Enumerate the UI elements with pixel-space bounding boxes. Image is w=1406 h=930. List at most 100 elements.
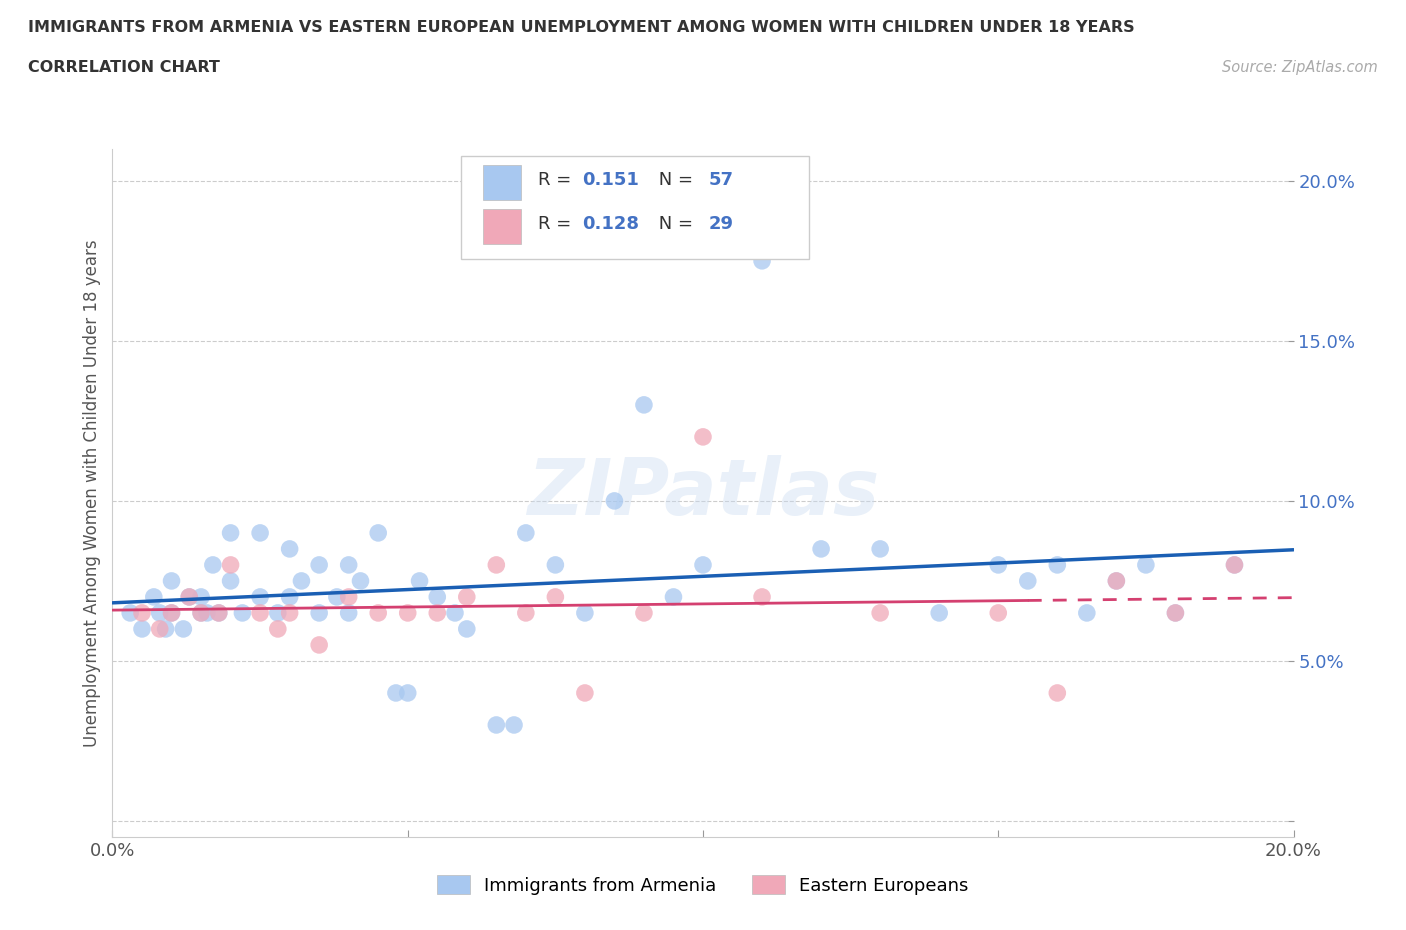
Point: [751, 253, 773, 268]
Point: [1046, 557, 1069, 572]
Point: [574, 685, 596, 700]
Y-axis label: Unemployment Among Women with Children Under 18 years: Unemployment Among Women with Children U…: [83, 239, 101, 747]
Point: [485, 718, 508, 733]
Point: [385, 685, 408, 700]
Point: [337, 590, 360, 604]
Point: [337, 605, 360, 620]
Point: [267, 605, 290, 620]
Point: [396, 605, 419, 620]
Text: R =: R =: [537, 171, 576, 189]
Text: N =: N =: [654, 215, 699, 233]
Point: [544, 590, 567, 604]
Point: [326, 590, 349, 604]
Point: [201, 557, 224, 572]
Point: [1135, 557, 1157, 572]
Point: [278, 590, 301, 604]
Point: [444, 605, 467, 620]
Point: [456, 621, 478, 636]
Text: N =: N =: [654, 171, 699, 189]
Point: [574, 605, 596, 620]
Point: [633, 605, 655, 620]
Point: [426, 590, 449, 604]
FancyBboxPatch shape: [484, 209, 522, 244]
Point: [155, 621, 177, 636]
Point: [160, 574, 183, 589]
Point: [267, 621, 290, 636]
Point: [120, 605, 142, 620]
Point: [1046, 685, 1069, 700]
Text: Source: ZipAtlas.com: Source: ZipAtlas.com: [1222, 60, 1378, 75]
Point: [249, 605, 271, 620]
Point: [149, 605, 172, 620]
Point: [1076, 605, 1098, 620]
Point: [515, 605, 537, 620]
Point: [408, 574, 430, 589]
Point: [869, 541, 891, 556]
Point: [503, 718, 526, 733]
Point: [149, 621, 172, 636]
Point: [172, 621, 194, 636]
Point: [515, 525, 537, 540]
FancyBboxPatch shape: [461, 155, 810, 259]
Point: [869, 605, 891, 620]
Point: [810, 541, 832, 556]
Point: [426, 605, 449, 620]
Point: [219, 574, 242, 589]
Legend: Immigrants from Armenia, Eastern Europeans: Immigrants from Armenia, Eastern Europea…: [429, 866, 977, 904]
Point: [308, 637, 330, 652]
Point: [231, 605, 253, 620]
Point: [337, 557, 360, 572]
Point: [1105, 574, 1128, 589]
Point: [190, 605, 212, 620]
Point: [160, 605, 183, 620]
Point: [308, 557, 330, 572]
Text: 0.151: 0.151: [582, 171, 640, 189]
Point: [208, 605, 231, 620]
Point: [190, 605, 212, 620]
Point: [195, 605, 218, 620]
Point: [456, 590, 478, 604]
Point: [367, 525, 389, 540]
Text: 0.128: 0.128: [582, 215, 640, 233]
Point: [987, 557, 1010, 572]
Point: [1164, 605, 1187, 620]
Point: [1223, 557, 1246, 572]
Text: 29: 29: [709, 215, 734, 233]
Point: [278, 605, 301, 620]
Point: [219, 557, 242, 572]
Point: [278, 541, 301, 556]
Point: [485, 557, 508, 572]
Point: [349, 574, 371, 589]
Point: [1223, 557, 1246, 572]
Text: CORRELATION CHART: CORRELATION CHART: [28, 60, 219, 75]
Point: [142, 590, 165, 604]
Point: [751, 590, 773, 604]
Point: [208, 605, 231, 620]
Point: [131, 621, 153, 636]
FancyBboxPatch shape: [484, 166, 522, 200]
Point: [249, 590, 271, 604]
Point: [603, 494, 626, 509]
Point: [987, 605, 1010, 620]
Point: [544, 557, 567, 572]
Point: [633, 397, 655, 412]
Point: [1164, 605, 1187, 620]
Point: [131, 605, 153, 620]
Point: [249, 525, 271, 540]
Point: [160, 605, 183, 620]
Point: [692, 430, 714, 445]
Point: [396, 685, 419, 700]
Text: R =: R =: [537, 215, 576, 233]
Point: [367, 605, 389, 620]
Point: [692, 557, 714, 572]
Point: [928, 605, 950, 620]
Point: [290, 574, 312, 589]
Point: [190, 590, 212, 604]
Point: [662, 590, 685, 604]
Point: [1017, 574, 1039, 589]
Text: ZIPatlas: ZIPatlas: [527, 455, 879, 531]
Point: [308, 605, 330, 620]
Text: IMMIGRANTS FROM ARMENIA VS EASTERN EUROPEAN UNEMPLOYMENT AMONG WOMEN WITH CHILDR: IMMIGRANTS FROM ARMENIA VS EASTERN EUROP…: [28, 20, 1135, 35]
Point: [179, 590, 201, 604]
Point: [1105, 574, 1128, 589]
